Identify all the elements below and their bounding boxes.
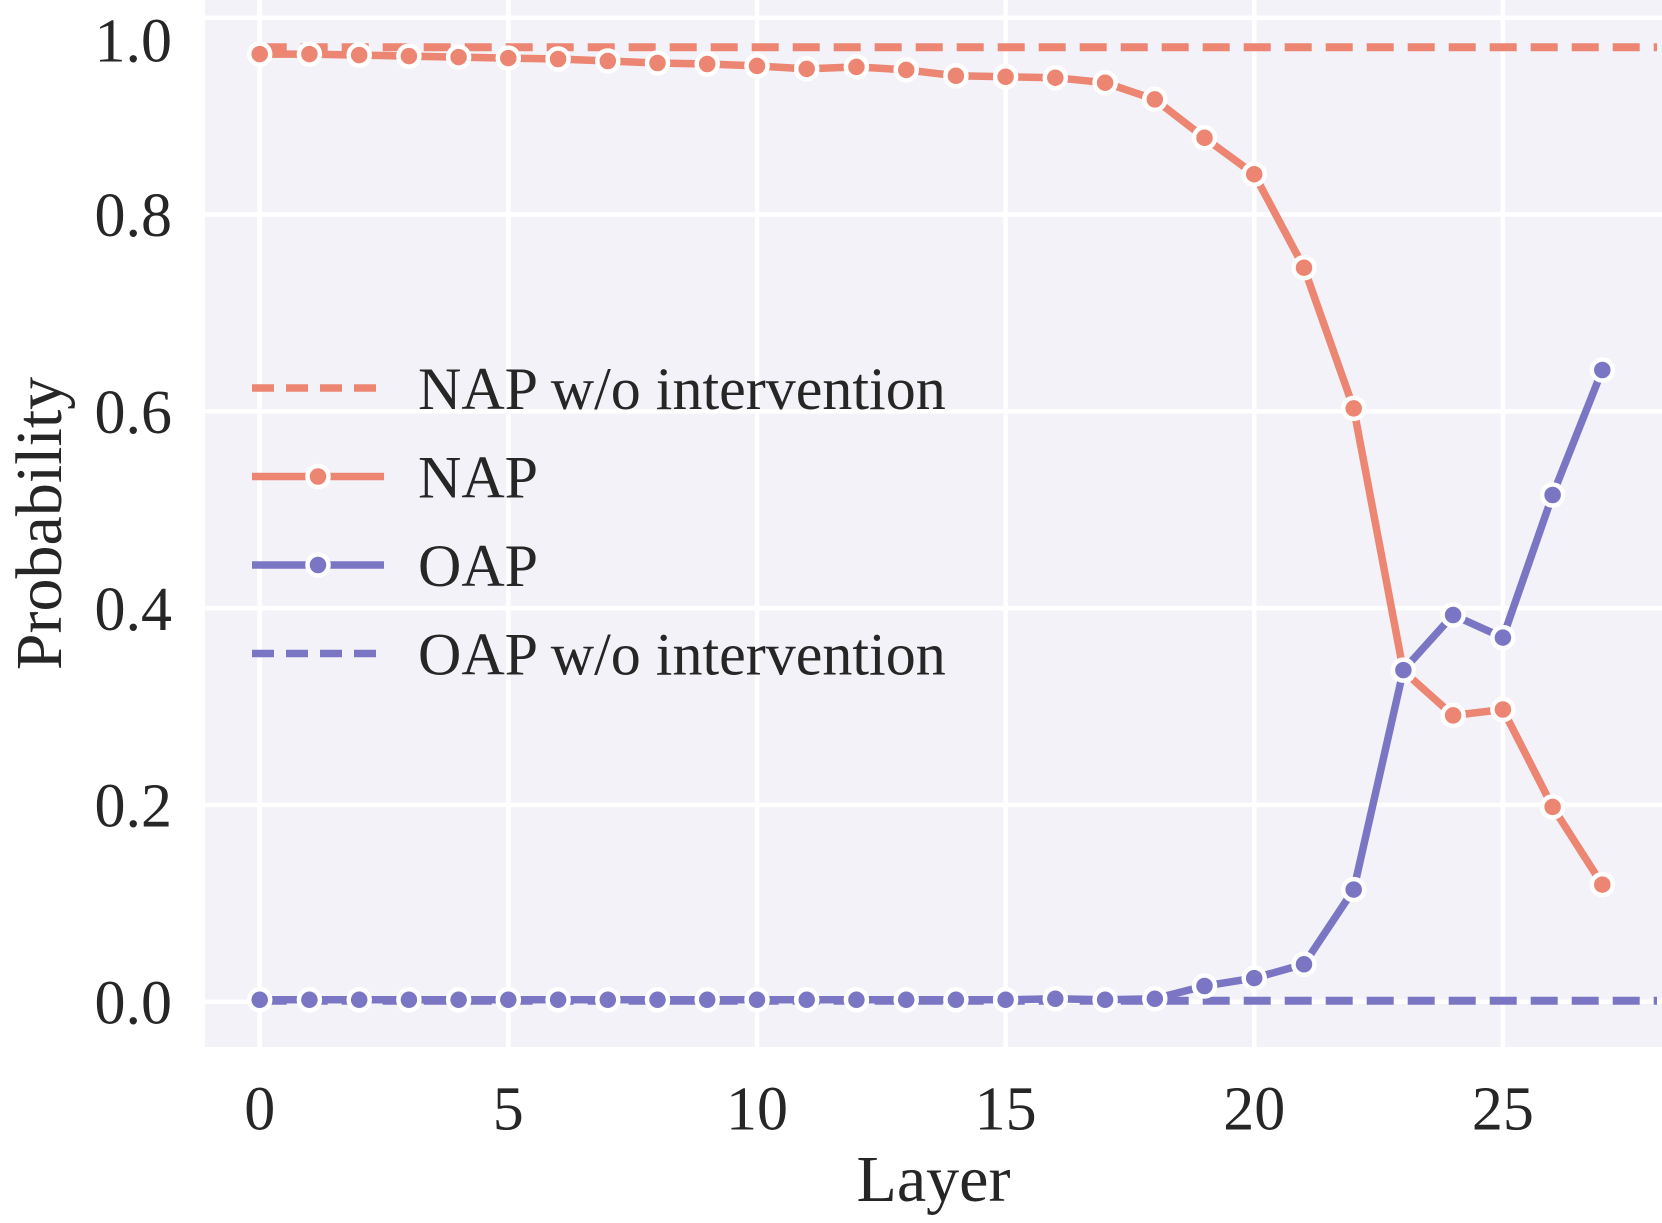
oap-marker-layer-5 bbox=[495, 987, 522, 1013]
nap-marker-layer-15 bbox=[992, 64, 1019, 90]
oap-marker-layer-3 bbox=[396, 987, 422, 1013]
x-tick-15: 15 bbox=[975, 1076, 1037, 1144]
nap-marker-layer-18 bbox=[1142, 86, 1168, 113]
legend-label-oap-w-o-intervention: OAP w/o intervention bbox=[418, 622, 946, 688]
oap-marker-layer-7 bbox=[595, 987, 621, 1013]
series-oap bbox=[246, 357, 1616, 1013]
nap-marker-layer-0 bbox=[246, 41, 273, 67]
nap-marker-layer-26 bbox=[1539, 794, 1566, 820]
oap-marker-layer-9 bbox=[694, 987, 720, 1013]
nap-marker-layer-17 bbox=[1092, 69, 1118, 96]
nap-marker-layer-2 bbox=[346, 42, 372, 68]
oap-marker-layer-10 bbox=[744, 987, 770, 1013]
nap-marker-layer-14 bbox=[943, 63, 969, 89]
x-tick-5: 5 bbox=[493, 1076, 524, 1144]
oap-line bbox=[259, 368, 1606, 1004]
x-axis-label: Layer bbox=[857, 1143, 1011, 1216]
nap-marker-layer-13 bbox=[893, 57, 919, 83]
oap-marker-layer-11 bbox=[793, 987, 820, 1013]
oap-marker-layer-4 bbox=[445, 987, 472, 1013]
y-tick-0.6: 0.6 bbox=[95, 379, 173, 447]
plot-area bbox=[205, 0, 1662, 1047]
nap-marker-layer-20 bbox=[1241, 161, 1267, 187]
oap-marker-layer-19 bbox=[1191, 973, 1218, 999]
oap-marker-layer-26 bbox=[1539, 482, 1566, 508]
x-tick-20: 20 bbox=[1223, 1076, 1285, 1144]
x-tick-0: 0 bbox=[244, 1076, 275, 1144]
legend-label-nap: NAP bbox=[418, 445, 538, 511]
data-series bbox=[246, 41, 1657, 1013]
nap-marker-layer-25 bbox=[1490, 696, 1516, 723]
oap-marker-layer-1 bbox=[296, 987, 323, 1013]
oap-marker-layer-25 bbox=[1490, 624, 1516, 651]
nap-line bbox=[259, 50, 1606, 887]
legend: NAP w/o intervention NAP OAP OAP w/o interv… bbox=[252, 356, 946, 688]
nap-marker-layer-5 bbox=[495, 45, 522, 71]
nap-marker-layer-24 bbox=[1440, 702, 1466, 729]
oap-marker-layer-23 bbox=[1390, 657, 1417, 683]
legend-item-nap-w-o-intervention: NAP w/o intervention bbox=[252, 356, 946, 422]
legend-item-nap: NAP bbox=[252, 445, 538, 511]
oap-marker-layer-17 bbox=[1092, 987, 1118, 1013]
y-tick-1.0: 1.0 bbox=[95, 8, 173, 76]
legend-label-oap: OAP bbox=[418, 533, 538, 599]
y-axis-label: Probability bbox=[3, 377, 76, 670]
y-tick-0.2: 0.2 bbox=[95, 773, 173, 841]
nap-marker-layer-9 bbox=[694, 51, 720, 77]
legend-marker-oap bbox=[305, 552, 331, 578]
oap-marker-layer-13 bbox=[893, 987, 919, 1013]
oap-marker-layer-2 bbox=[346, 987, 372, 1013]
y-tick-0.4: 0.4 bbox=[95, 576, 173, 644]
oap-marker-layer-16 bbox=[1042, 986, 1069, 1012]
y-tick-labels: 0.0 0.2 0.4 0.6 0.8 1.0 bbox=[95, 8, 173, 1038]
nap-marker-layer-8 bbox=[644, 50, 671, 76]
oap-marker-layer-21 bbox=[1291, 951, 1317, 978]
nap-marker-layer-22 bbox=[1340, 395, 1367, 422]
legend-item-oap-w-o-intervention: OAP w/o intervention bbox=[252, 622, 946, 688]
x-tick-25: 25 bbox=[1472, 1076, 1534, 1144]
oap-marker-layer-0 bbox=[246, 987, 273, 1013]
nap-marker-layer-6 bbox=[545, 46, 571, 72]
oap-marker-layer-15 bbox=[992, 987, 1019, 1013]
oap-marker-layer-12 bbox=[843, 987, 870, 1013]
nap-marker-layer-7 bbox=[595, 48, 621, 74]
oap-marker-layer-20 bbox=[1241, 965, 1267, 991]
oap-marker-layer-24 bbox=[1440, 602, 1466, 628]
x-tick-10: 10 bbox=[726, 1076, 788, 1144]
legend-marker-nap bbox=[305, 463, 331, 490]
nap-marker-layer-1 bbox=[296, 41, 323, 67]
legend-label-nap-w-o-intervention: NAP w/o intervention bbox=[418, 356, 946, 422]
y-tick-0.8: 0.8 bbox=[95, 182, 173, 250]
nap-marker-layer-4 bbox=[445, 44, 472, 70]
oap-marker-layer-27 bbox=[1589, 357, 1616, 383]
nap-marker-layer-27 bbox=[1589, 871, 1616, 898]
legend-item-oap: OAP bbox=[252, 533, 538, 599]
nap-marker-layer-11 bbox=[793, 56, 820, 82]
nap-marker-layer-19 bbox=[1191, 125, 1218, 151]
y-tick-0.0: 0.0 bbox=[95, 969, 173, 1037]
nap-marker-layer-3 bbox=[396, 43, 422, 69]
nap-marker-layer-16 bbox=[1042, 64, 1069, 91]
nap-marker-layer-10 bbox=[744, 53, 770, 79]
oap-marker-layer-14 bbox=[943, 987, 969, 1013]
oap-marker-layer-22 bbox=[1340, 876, 1367, 903]
nap-marker-layer-12 bbox=[843, 54, 870, 80]
oap-marker-layer-6 bbox=[545, 987, 571, 1013]
oap-marker-layer-8 bbox=[644, 987, 671, 1013]
oap-marker-layer-18 bbox=[1142, 986, 1168, 1012]
x-tick-labels: 0 5 10 15 20 25 bbox=[244, 1076, 1534, 1144]
nap-marker-layer-21 bbox=[1291, 254, 1317, 281]
